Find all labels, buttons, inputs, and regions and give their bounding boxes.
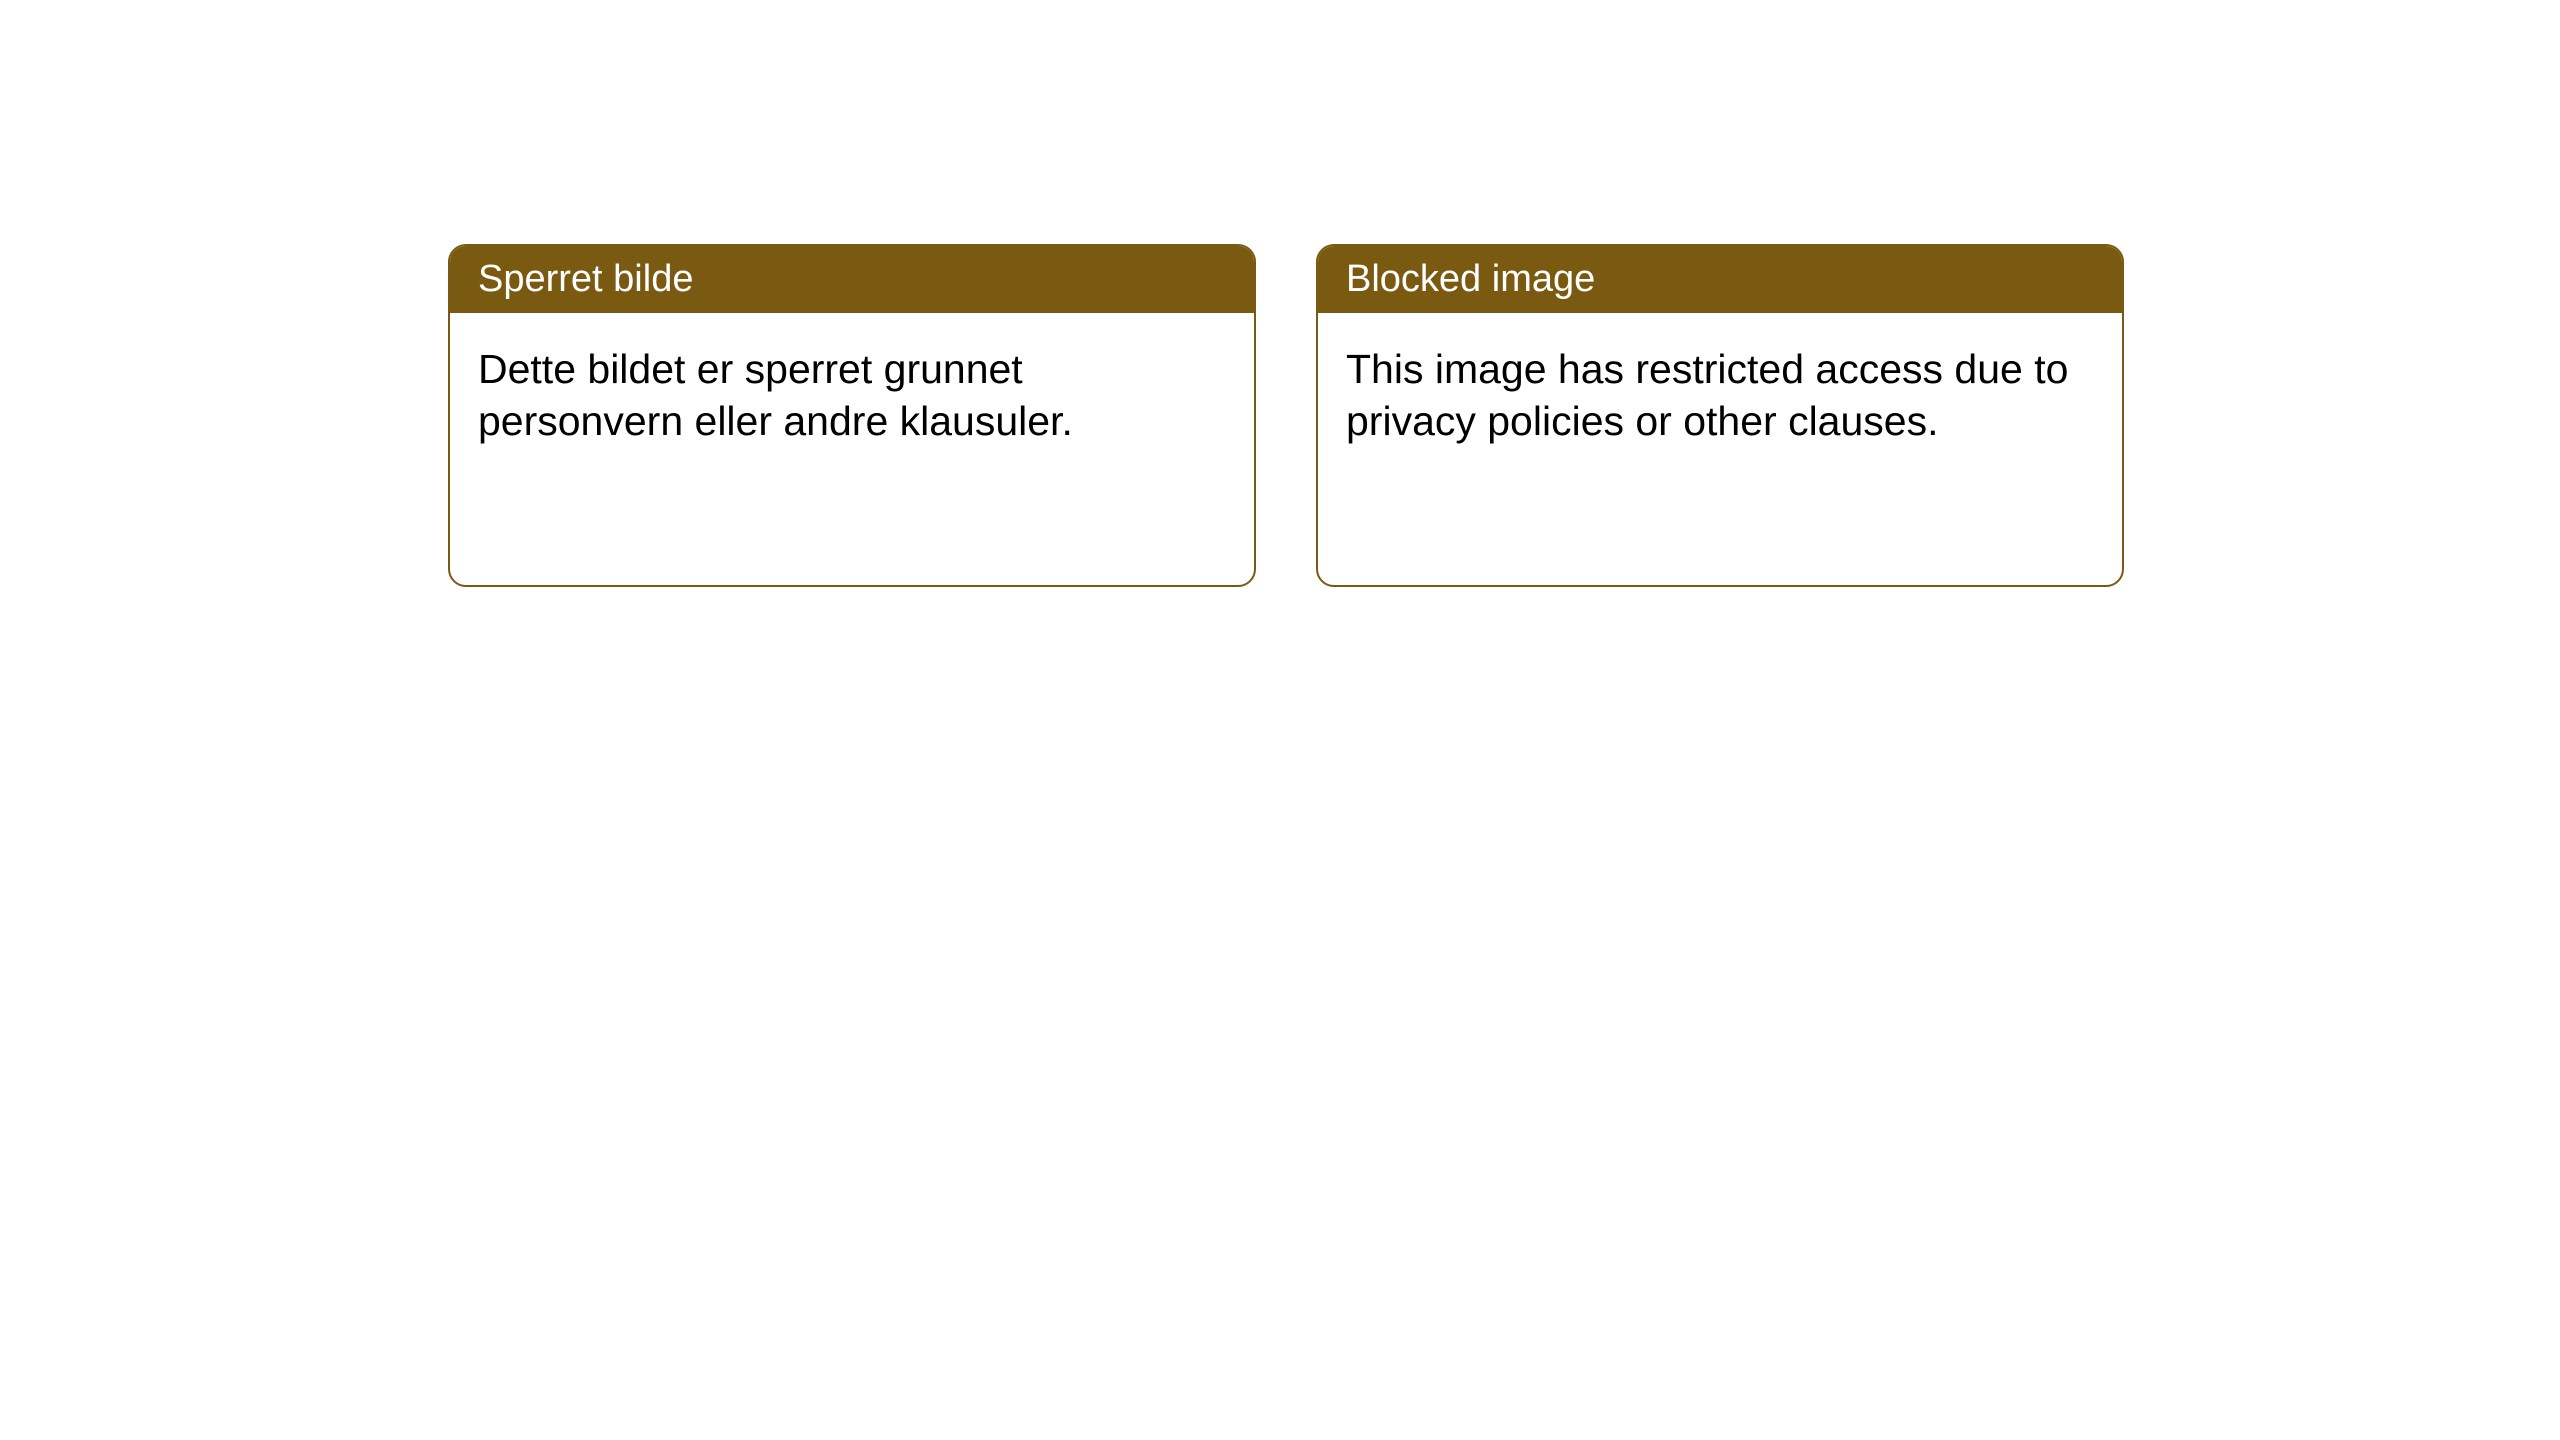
notice-title: Sperret bilde [478,258,693,300]
notice-body: This image has restricted access due to … [1318,313,2122,585]
notice-title: Blocked image [1346,258,1595,300]
notice-card-norwegian: Sperret bilde Dette bildet er sperret gr… [448,244,1256,587]
notice-card-english: Blocked image This image has restricted … [1316,244,2124,587]
notice-container: Sperret bilde Dette bildet er sperret gr… [0,0,2560,587]
notice-body-text: This image has restricted access due to … [1346,346,2068,444]
notice-body-text: Dette bildet er sperret grunnet personve… [478,346,1073,444]
notice-header: Sperret bilde [450,246,1254,313]
notice-header: Blocked image [1318,246,2122,313]
notice-body: Dette bildet er sperret grunnet personve… [450,313,1254,585]
